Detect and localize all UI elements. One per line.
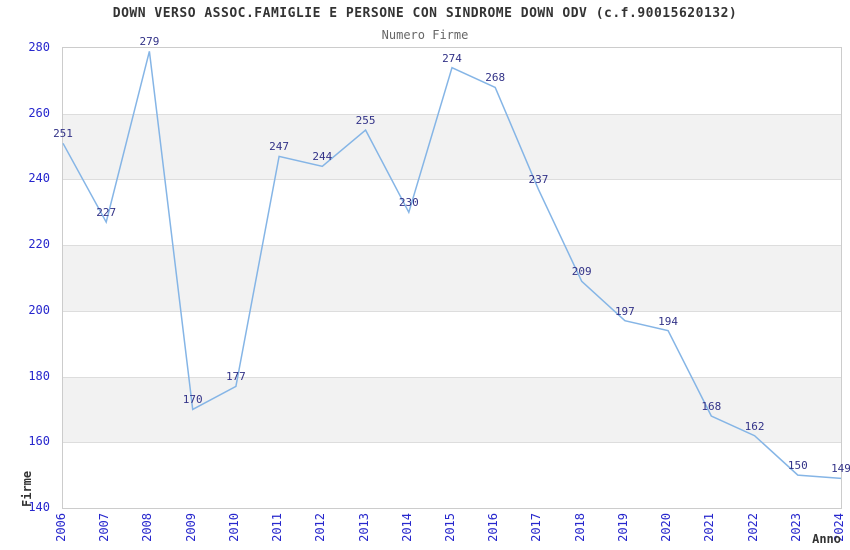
chart-title: DOWN VERSO ASSOC.FAMIGLIE E PERSONE CON … bbox=[112, 6, 738, 21]
series-line-svg bbox=[62, 51, 842, 480]
data-label: 194 bbox=[658, 314, 679, 328]
gridline bbox=[63, 310, 841, 312]
data-label: 247 bbox=[269, 140, 290, 154]
data-label: 170 bbox=[182, 393, 203, 407]
data-label: 279 bbox=[139, 35, 160, 49]
plot-area: 251 227 279 170 177 247 244 255 230 274 268 237 209 1… bbox=[53, 35, 850, 509]
gridline bbox=[63, 376, 841, 378]
data-label: 162 bbox=[744, 419, 765, 433]
data-label: 268 bbox=[485, 71, 506, 85]
y-tick-label: 180 bbox=[28, 368, 50, 383]
data-label: 237 bbox=[528, 173, 549, 187]
y-tick-label: 240 bbox=[28, 171, 50, 186]
gridline bbox=[63, 179, 841, 181]
data-label: 149 bbox=[831, 462, 850, 476]
data-label: 150 bbox=[787, 459, 808, 473]
plot-band bbox=[63, 113, 841, 180]
gridline bbox=[63, 245, 841, 247]
data-label: 197 bbox=[614, 304, 635, 318]
plot-band bbox=[63, 245, 841, 311]
gridline bbox=[63, 442, 841, 444]
y-tick-label: 260 bbox=[28, 105, 50, 120]
data-label: 209 bbox=[571, 265, 592, 279]
data-label: 244 bbox=[312, 150, 333, 164]
y-tick-label: 220 bbox=[28, 237, 50, 252]
data-label: 230 bbox=[398, 196, 419, 210]
data-label: 168 bbox=[701, 400, 722, 413]
data-label: 274 bbox=[442, 51, 462, 65]
chart-subtitle: Numero Firme bbox=[381, 28, 469, 42]
y-tick-label: 280 bbox=[28, 40, 50, 54]
data-label: 177 bbox=[225, 370, 246, 384]
y-tick-label: 200 bbox=[28, 302, 50, 317]
y-tick-label: 140 bbox=[28, 500, 50, 514]
gridline bbox=[63, 113, 841, 115]
data-label: 227 bbox=[96, 206, 117, 220]
series-line bbox=[62, 51, 842, 480]
data-label: 255 bbox=[355, 114, 376, 128]
x-axis-title: Anno bbox=[812, 532, 841, 546]
data-label: 251 bbox=[53, 127, 73, 141]
y-tick-label: 160 bbox=[28, 434, 50, 449]
